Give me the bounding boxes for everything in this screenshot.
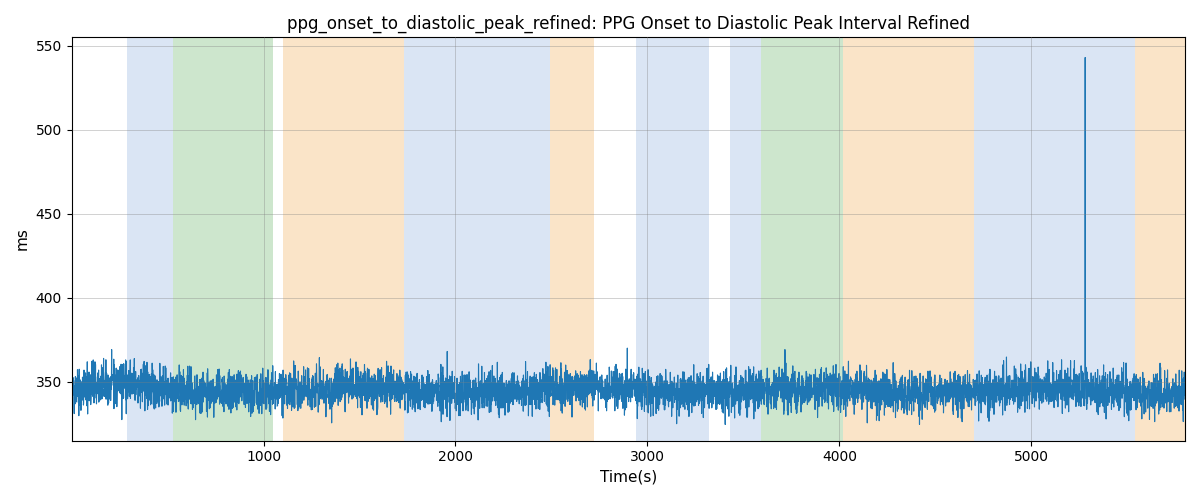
Bar <box>403 38 550 440</box>
Bar <box>974 38 1135 440</box>
Bar <box>550 38 594 440</box>
Bar <box>127 38 173 440</box>
Bar <box>730 38 761 440</box>
Bar <box>761 38 844 440</box>
Bar <box>636 38 709 440</box>
Bar <box>1135 38 1186 440</box>
Title: ppg_onset_to_diastolic_peak_refined: PPG Onset to Diastolic Peak Interval Refine: ppg_onset_to_diastolic_peak_refined: PPG… <box>287 15 970 34</box>
X-axis label: Time(s): Time(s) <box>600 470 656 485</box>
Y-axis label: ms: ms <box>16 228 30 250</box>
Bar <box>283 38 403 440</box>
Bar <box>844 38 974 440</box>
Bar <box>173 38 274 440</box>
